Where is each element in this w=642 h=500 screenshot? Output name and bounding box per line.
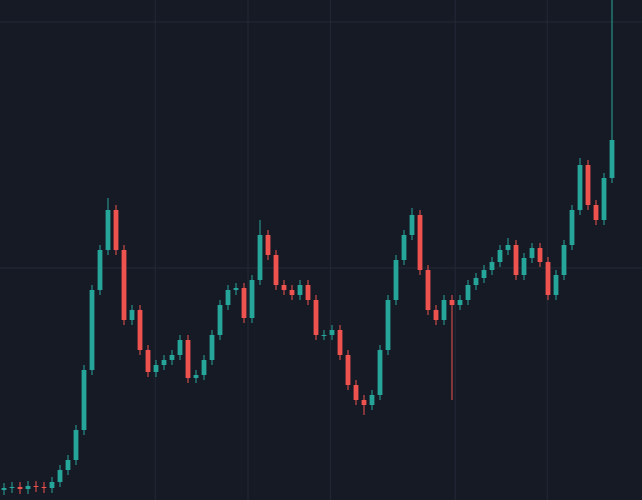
candle-body xyxy=(521,258,527,275)
candle-body xyxy=(73,430,79,460)
candle-body xyxy=(465,285,471,300)
candle-body xyxy=(393,260,399,300)
candle-body xyxy=(169,355,175,360)
candle-body xyxy=(257,235,263,280)
candle-body xyxy=(569,210,575,245)
candle-body xyxy=(377,350,383,395)
candle-body xyxy=(329,330,335,335)
candle-body xyxy=(497,250,503,262)
candle-body xyxy=(441,300,447,320)
candle-body xyxy=(137,310,143,350)
candle-body xyxy=(513,245,519,275)
candle-body xyxy=(449,300,455,305)
candle-body xyxy=(561,245,567,275)
candle-body xyxy=(593,205,599,220)
candle-body xyxy=(361,400,367,405)
candle-body xyxy=(537,248,543,262)
candle-body xyxy=(409,215,415,235)
candle-body xyxy=(281,285,287,290)
candle-body xyxy=(145,350,151,372)
candle-body xyxy=(313,300,319,335)
candle-body xyxy=(553,275,559,295)
candle-body xyxy=(57,470,63,482)
candle-body xyxy=(297,285,303,295)
candle-body xyxy=(225,290,231,305)
candle-body xyxy=(233,288,239,290)
candle-body xyxy=(89,290,95,370)
candle-body xyxy=(489,262,495,270)
candle-body xyxy=(25,486,31,489)
candle-body xyxy=(33,486,39,487)
candle-body xyxy=(289,290,295,295)
candle-body xyxy=(545,262,551,295)
candle-body xyxy=(97,250,103,290)
candle-body xyxy=(305,285,311,300)
candle-body xyxy=(249,280,255,318)
candle-body xyxy=(337,330,343,355)
candle-body xyxy=(193,375,199,378)
candle-body xyxy=(17,487,23,489)
candle-body xyxy=(369,395,375,405)
candle-body xyxy=(81,370,87,430)
candle-body xyxy=(529,248,535,258)
candle-body xyxy=(433,310,439,320)
candle-body xyxy=(41,487,47,488)
candle-body xyxy=(473,278,479,285)
candle-body xyxy=(241,288,247,318)
candle-body xyxy=(321,335,327,336)
candle-body xyxy=(585,165,591,205)
candle-body xyxy=(65,460,71,470)
candle-body xyxy=(185,340,191,378)
candle-body xyxy=(113,210,119,250)
candle-body xyxy=(481,270,487,278)
candle-body xyxy=(505,245,511,250)
candle-body xyxy=(577,165,583,210)
candle-body xyxy=(129,310,135,320)
candle-body xyxy=(1,488,7,490)
candle-body xyxy=(385,300,391,350)
candle-body xyxy=(265,235,271,255)
candle-body xyxy=(161,360,167,365)
candle-body xyxy=(201,360,207,375)
candle-body xyxy=(177,340,183,355)
candle-body xyxy=(105,210,111,250)
candle-body xyxy=(401,235,407,260)
candle-body xyxy=(273,255,279,285)
candle-body xyxy=(153,365,159,372)
candle-body xyxy=(609,140,615,178)
candle-body xyxy=(601,178,607,220)
candle-body xyxy=(209,335,215,360)
candle-body xyxy=(457,300,463,305)
candle-body xyxy=(49,482,55,488)
candle-body xyxy=(9,487,15,488)
candle-body xyxy=(345,355,351,385)
candle-body xyxy=(121,250,127,320)
candle-body xyxy=(425,270,431,310)
candle-body xyxy=(217,305,223,335)
candle-body xyxy=(417,215,423,270)
candle-body xyxy=(353,385,359,400)
